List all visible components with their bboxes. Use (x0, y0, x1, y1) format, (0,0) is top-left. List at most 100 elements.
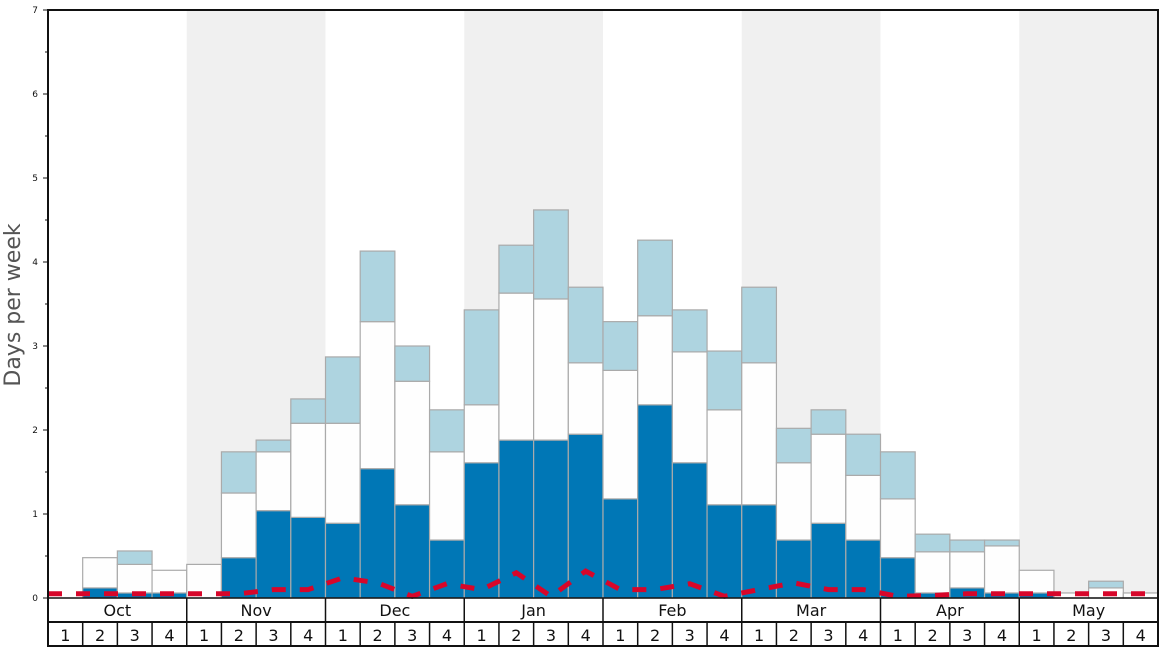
axes: 0 1 2 3 4 5 6 7 Oct 1 2 3 4 Nov 1 2 3 4 Dec 1 2 3 4 Jan 1 2 3 4 Feb 1… (32, 6, 1159, 647)
bar-middle (949, 551, 986, 589)
week-label: 2 (1066, 626, 1076, 645)
average-line (48, 568, 1158, 600)
bar-light (775, 427, 812, 464)
week-label: 4 (581, 626, 591, 645)
week-label: 2 (234, 626, 244, 645)
month-label: Oct (104, 601, 132, 620)
y-tick-label: 7 (32, 6, 38, 16)
week-label: 4 (997, 626, 1007, 645)
bar-light (394, 345, 431, 382)
bar-middle (775, 462, 812, 541)
bar-middle (151, 569, 188, 594)
bar-light (290, 398, 327, 424)
y-tick-label: 3 (32, 342, 38, 352)
bar-light (116, 550, 153, 566)
bar-dark (706, 504, 743, 599)
bar-middle (324, 422, 361, 524)
bar-middle (533, 298, 569, 441)
bar-dark (775, 539, 812, 599)
week-label: 1 (893, 626, 903, 645)
week-label: 2 (95, 626, 105, 645)
y-tick-label: 0 (32, 594, 38, 604)
month-label: May (1072, 601, 1105, 620)
bar-light (324, 356, 361, 424)
bars (82, 209, 1159, 599)
bar-light (463, 309, 500, 406)
bar-dark (533, 439, 569, 599)
bar-middle (1018, 569, 1055, 594)
week-label: 2 (927, 626, 937, 645)
bar-light (637, 239, 673, 317)
bar-middle (394, 380, 431, 506)
week-label: 4 (442, 626, 452, 645)
month-label: Nov (241, 601, 272, 620)
week-label: 1 (477, 626, 487, 645)
bar-light (359, 250, 396, 323)
bar-dark (671, 462, 708, 599)
week-label: 1 (199, 626, 209, 645)
week-label: 1 (60, 626, 70, 645)
week-label: 1 (754, 626, 764, 645)
bar-dark (637, 404, 673, 599)
y-tick-label: 1 (32, 510, 38, 520)
bar-light (498, 244, 535, 294)
bar-light (741, 286, 778, 364)
week-label: 4 (858, 626, 868, 645)
bar-middle (116, 563, 153, 594)
bar-light (602, 321, 639, 371)
bar-light (810, 409, 847, 435)
bar-light (845, 433, 882, 476)
week-label: 1 (615, 626, 625, 645)
week-label: 4 (719, 626, 729, 645)
month-label: Apr (936, 601, 964, 620)
week-label: 2 (789, 626, 799, 645)
y-tick-label: 6 (32, 90, 38, 100)
y-tick-label: 4 (32, 258, 38, 268)
bar-dark (463, 462, 500, 599)
bar-middle (983, 545, 1020, 594)
bar-light (1088, 580, 1124, 589)
bar-light (879, 451, 916, 500)
bar-middle (567, 362, 604, 435)
week-label: 3 (962, 626, 972, 645)
bar-light (949, 539, 986, 553)
bar-middle (879, 498, 916, 559)
month-label: Feb (658, 601, 686, 620)
bar-dark (324, 522, 361, 599)
bar-light (428, 409, 465, 453)
week-label: 3 (1101, 626, 1111, 645)
y-tick-label: 2 (32, 426, 38, 436)
week-label: 3 (407, 626, 417, 645)
bar-middle (290, 422, 327, 518)
week-label: 3 (685, 626, 695, 645)
bar-middle (498, 292, 535, 441)
bar-light (533, 209, 569, 300)
bar-dark (741, 504, 778, 599)
bar-dark (394, 504, 431, 599)
week-label: 3 (546, 626, 556, 645)
bar-middle (810, 433, 847, 524)
week-label: 3 (130, 626, 140, 645)
week-label: 2 (372, 626, 382, 645)
bar-middle (845, 474, 882, 541)
y-tick-label: 5 (32, 174, 38, 184)
week-label: 4 (303, 626, 313, 645)
week-label: 3 (268, 626, 278, 645)
bar-light (255, 439, 292, 453)
bar-light (220, 451, 257, 494)
bar-middle (463, 404, 500, 464)
bar-middle (914, 551, 951, 594)
bar-middle (359, 321, 396, 470)
week-label: 4 (1136, 626, 1146, 645)
bar-light (914, 533, 951, 553)
week-label: 2 (511, 626, 521, 645)
week-label: 2 (650, 626, 660, 645)
bar-dark (255, 510, 292, 599)
month-label: Dec (379, 601, 410, 620)
week-label: 1 (338, 626, 348, 645)
month-label: Jan (520, 601, 546, 620)
bar-dark (290, 516, 327, 599)
month-shade (1019, 10, 1158, 598)
average-line-path (48, 568, 1158, 600)
